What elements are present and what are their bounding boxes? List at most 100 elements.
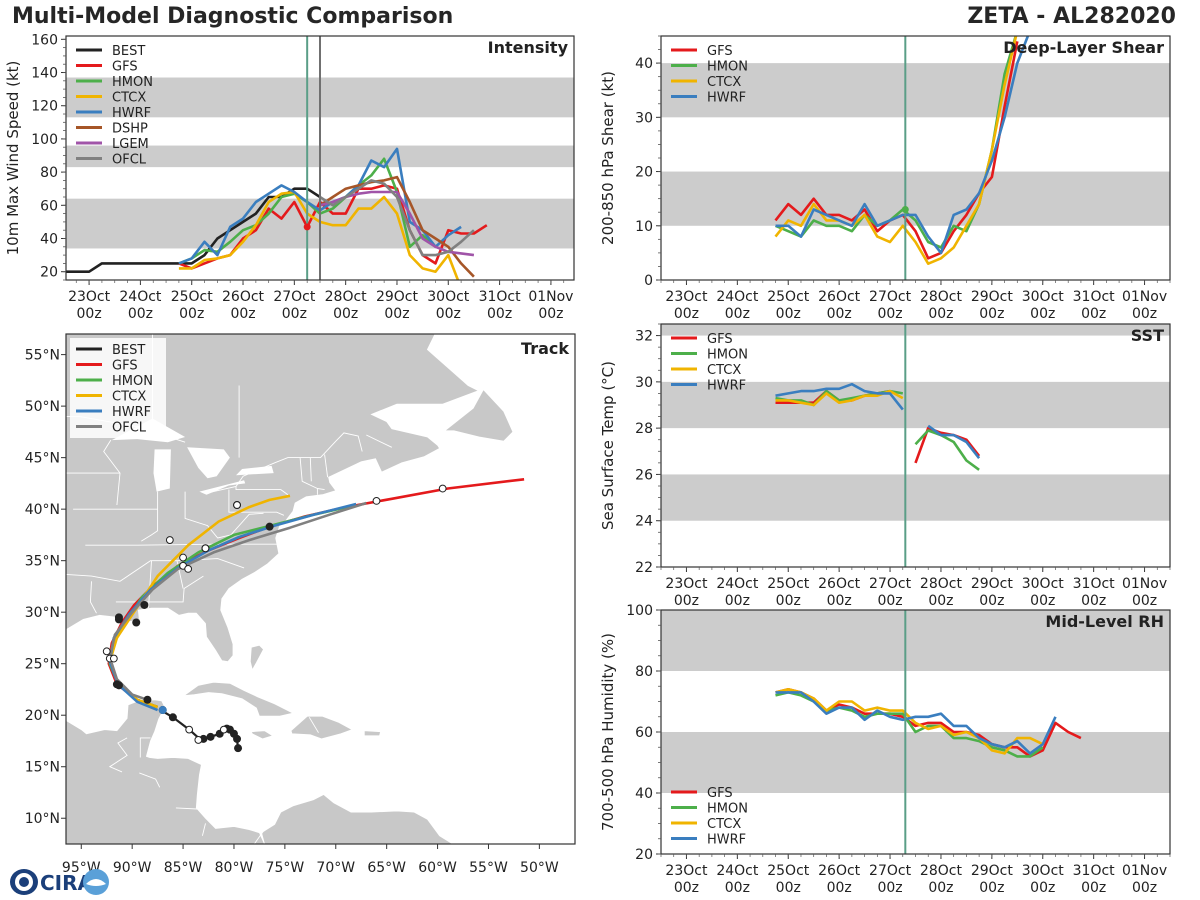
map-border	[308, 717, 319, 733]
track-point-ctcx	[114, 613, 123, 622]
track-point-hmon	[140, 600, 149, 609]
intensity-init-marker	[303, 223, 311, 231]
track-point-ofcl	[143, 695, 152, 704]
shear-legend-label-hmon: HMON	[707, 60, 748, 75]
sst-xtick-hour: 00z	[674, 593, 699, 609]
sst-xtick-day: 01Nov	[1122, 576, 1167, 592]
intensity-xtick-day: 24Oct	[119, 289, 162, 305]
sst-xtick-hour: 00z	[928, 593, 953, 609]
sst-plot-area	[661, 324, 1170, 567]
track-point-gfs	[132, 618, 141, 627]
panel-rh: 2040608010023Oct00z24Oct00z25Oct00z26Oct…	[599, 603, 1171, 896]
track-open-point-best	[185, 725, 194, 734]
shear-xtick-hour: 00z	[827, 306, 852, 322]
shear-xtick-day: 29Oct	[971, 289, 1014, 305]
intensity-legend-label-hmon: HMON	[112, 75, 153, 90]
panel-intensity: 2040608010012014016023Oct00z24Oct00z25Oc…	[4, 32, 575, 322]
intensity-xtick-hour: 00z	[77, 306, 102, 322]
track-legend-label-ofcl: OFCL	[112, 421, 147, 436]
map-land	[66, 334, 514, 844]
sst-xtick-day: 24Oct	[716, 576, 759, 592]
map-border	[141, 491, 159, 542]
shear-title: Deep-Layer Shear	[1003, 38, 1164, 57]
shear-xtick-hour: 00z	[674, 306, 699, 322]
map-border	[184, 491, 264, 539]
map-great-lake	[199, 480, 246, 495]
shear-xtick-day: 01Nov	[1122, 289, 1167, 305]
intensity-legend-label-best: BEST	[112, 44, 145, 59]
map-great-lake	[187, 447, 230, 479]
rh-ytick-label: 60	[635, 725, 653, 741]
intensity-legend-label-ctcx: CTCX	[112, 91, 146, 106]
track-xtick-label: 65°W	[367, 860, 406, 876]
map-border	[103, 439, 121, 506]
shear-band-0	[661, 171, 1170, 226]
map-border	[228, 489, 285, 516]
track-ytick-label: 40°N	[25, 502, 60, 518]
intensity-xtick-day: 23Oct	[68, 289, 111, 305]
intensity-xtick-day: 25Oct	[171, 289, 214, 305]
rh-xtick-hour: 00z	[725, 880, 750, 896]
rh-xtick-hour: 00z	[1081, 880, 1106, 896]
sst-xtick-hour: 00z	[827, 593, 852, 609]
track-open-point-hmon	[201, 544, 210, 553]
track-xtick-label: 60°W	[418, 860, 457, 876]
rh-legend-label-gfs: GFS	[707, 786, 733, 801]
sst-xtick-hour: 00z	[979, 593, 1004, 609]
rh-xtick-hour: 00z	[979, 880, 1004, 896]
track-ytick-label: 35°N	[25, 554, 60, 570]
shear-xtick-day: 31Oct	[1073, 289, 1116, 305]
shear-xtick-hour: 00z	[877, 306, 902, 322]
rh-xtick-hour: 00z	[877, 880, 902, 896]
sst-xtick-hour: 00z	[1132, 593, 1157, 609]
rh-xtick-day: 01Nov	[1122, 863, 1167, 879]
intensity-line-best	[66, 187, 321, 273]
sst-line-hwrf	[775, 382, 981, 460]
track-lines	[102, 478, 525, 753]
sst-ylabel: Sea Surface Temp (°C)	[599, 361, 617, 530]
rh-xtick-hour: 00z	[674, 880, 699, 896]
shear-ytick-label: 10	[635, 219, 653, 235]
sst-xtick-day: 26Oct	[818, 576, 861, 592]
rh-series-group	[775, 688, 1082, 758]
shear-xtick-day: 28Oct	[920, 289, 963, 305]
track-xtick-label: 70°W	[316, 860, 355, 876]
intensity-xtick-day: 26Oct	[222, 289, 265, 305]
intensity-xtick-hour: 00z	[538, 306, 563, 322]
track-open-point-gfs	[438, 484, 447, 493]
shear-xtick-day: 27Oct	[869, 289, 912, 305]
rh-line-hwrf	[775, 691, 1057, 755]
track-point-ofcl	[112, 680, 121, 689]
track-xtick-label: 85°W	[164, 860, 203, 876]
shear-xtick-day: 30Oct	[1022, 289, 1065, 305]
shear-xtick-day: 23Oct	[665, 289, 708, 305]
shear-ytick-label: 40	[635, 56, 653, 72]
intensity-legend-label-lgem: LGEM	[112, 137, 149, 152]
sst-title: SST	[1131, 326, 1164, 345]
sst-xtick-day: 28Oct	[920, 576, 963, 592]
map-border	[317, 488, 325, 491]
sst-ytick-label: 30	[635, 375, 653, 391]
intensity-ytick-label: 40	[40, 232, 58, 248]
shear-xtick-hour: 00z	[1081, 306, 1106, 322]
intensity-legend-label-dshp: DSHP	[112, 122, 148, 137]
intensity-xtick-day: 30Oct	[427, 289, 470, 305]
intensity-ytick-label: 120	[31, 99, 58, 115]
sst-legend-label-gfs: GFS	[707, 332, 733, 347]
sst-xtick-hour: 00z	[776, 593, 801, 609]
track-ytick-label: 45°N	[25, 451, 60, 467]
sst-xtick-hour: 00z	[1030, 593, 1055, 609]
sst-ytick-label: 32	[635, 329, 653, 345]
map-south-america	[261, 794, 454, 844]
sst-xtick-hour: 00z	[1081, 593, 1106, 609]
shear-legend-label-ctcx: CTCX	[707, 75, 741, 90]
rh-xtick-day: 30Oct	[1022, 863, 1065, 879]
sst-legend-label-ctcx: CTCX	[707, 363, 741, 378]
map-border	[175, 807, 198, 810]
intensity-ytick-label: 80	[40, 165, 58, 181]
map-border	[253, 829, 265, 844]
track-open-point-best	[194, 736, 203, 744]
track-open-point-ctcx	[165, 536, 174, 544]
